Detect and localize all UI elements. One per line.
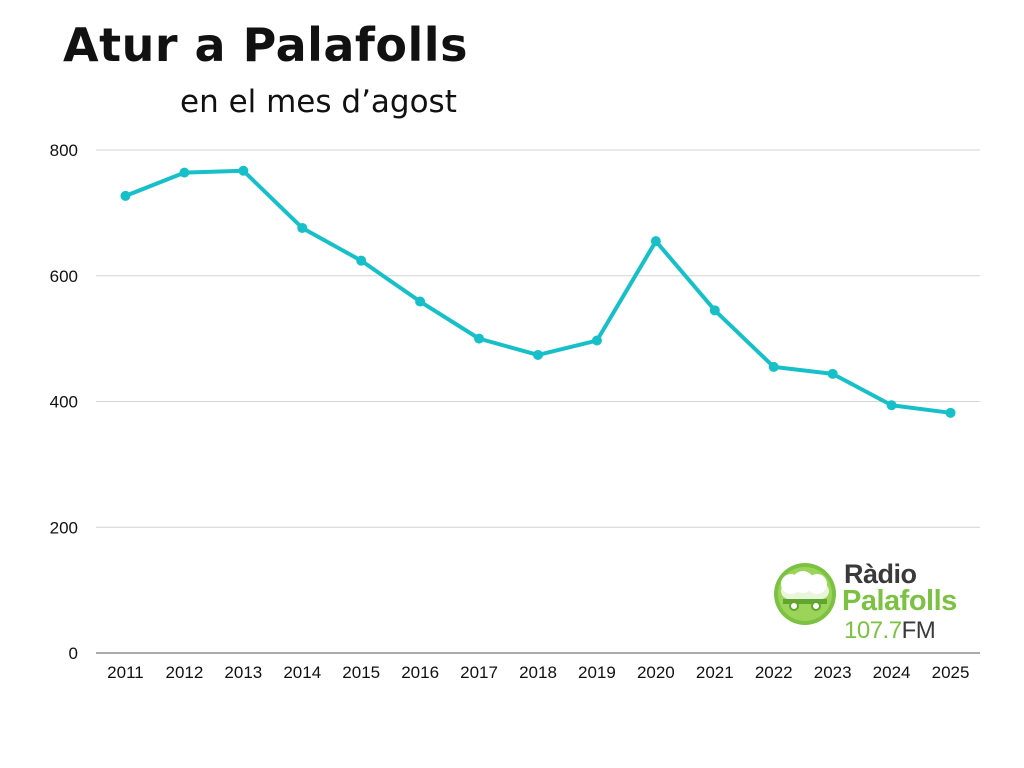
- data-point: [827, 368, 838, 379]
- data-point: [179, 167, 190, 178]
- chart-title: Atur a Palafolls: [63, 18, 468, 72]
- data-point: [709, 305, 720, 316]
- x-tick-label: 2011: [107, 663, 144, 682]
- x-tick-label: 2023: [814, 663, 852, 682]
- x-tick-label: 2014: [283, 663, 321, 682]
- data-point: [533, 349, 543, 360]
- data-point: [238, 165, 249, 176]
- data-point: [945, 407, 956, 418]
- radio-logo-icon: [774, 563, 836, 625]
- x-tick-label: 2012: [165, 663, 203, 682]
- gridlines: [96, 149, 980, 528]
- logo-word-radio: Ràdio: [844, 559, 917, 589]
- logo-word-palafolls: Palafolls: [842, 585, 957, 617]
- x-tick-label: 2021: [696, 663, 734, 682]
- data-point: [120, 190, 131, 201]
- series-line: [123, 168, 953, 415]
- x-tick-label: 2013: [224, 663, 262, 682]
- radio-palafolls-logo: Ràdio Palafolls 107.7FM: [772, 557, 987, 647]
- x-tick-label: 2019: [578, 663, 616, 682]
- series-layer: [120, 165, 956, 418]
- y-tick-label: 600: [50, 267, 78, 286]
- data-point: [886, 400, 897, 411]
- x-tick-label: 2017: [460, 663, 498, 682]
- data-point: [768, 361, 779, 372]
- data-point: [356, 255, 367, 266]
- x-tick-label: 2020: [637, 663, 675, 682]
- logo-band: FM: [901, 617, 936, 644]
- data-point: [474, 333, 485, 344]
- chart-subtitle: en el mes d’agost: [180, 84, 457, 120]
- x-tick-label: 2018: [519, 663, 557, 682]
- axes: 0 200 400 600 800 2011 2012 2013 2014 2015 2016 201…: [50, 141, 980, 682]
- x-tick-label: 2024: [873, 663, 911, 682]
- logo-frequency-number: 107.7: [844, 617, 902, 644]
- logo-frequency: 107.7FM: [844, 617, 936, 645]
- x-tick-label: 2022: [755, 663, 793, 682]
- y-tick-label: 800: [50, 141, 78, 160]
- x-tick-label: 2015: [342, 663, 380, 682]
- data-point: [650, 236, 661, 247]
- x-tick-label: 2016: [401, 663, 439, 682]
- y-tick-label: 400: [50, 393, 78, 412]
- y-tick-label: 200: [50, 518, 78, 537]
- data-point: [591, 335, 602, 346]
- data-point: [297, 222, 308, 233]
- data-point: [415, 296, 426, 307]
- x-tick-label: 2025: [932, 663, 970, 682]
- y-tick-label: 0: [69, 644, 78, 663]
